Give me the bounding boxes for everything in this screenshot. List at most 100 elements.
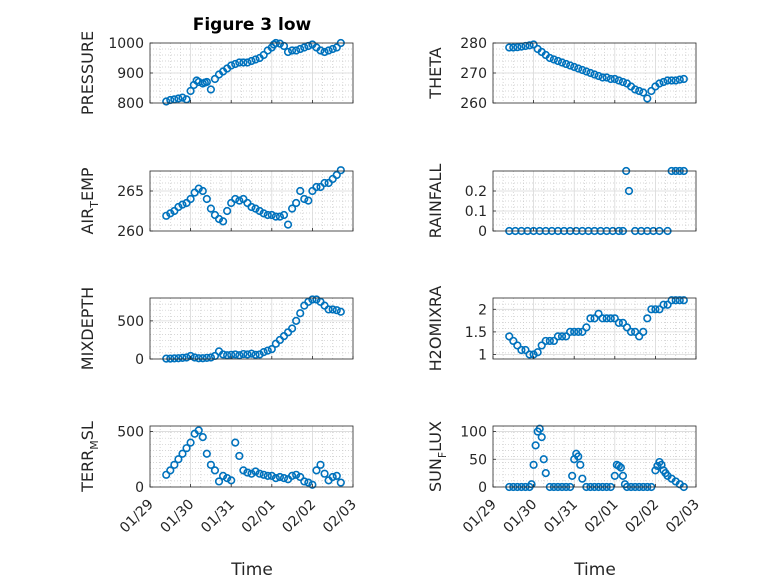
- data-point: [525, 350, 534, 359]
- data-point: [667, 296, 676, 305]
- data-point: [162, 470, 171, 479]
- data-point: [531, 441, 540, 450]
- data-point: [296, 44, 305, 54]
- data-point: [247, 202, 256, 212]
- data-point: [606, 74, 615, 84]
- data-point: [578, 327, 587, 336]
- data-point: [568, 471, 577, 481]
- y-tick-label: 260: [460, 96, 487, 112]
- data-point: [174, 455, 183, 464]
- data-point: [288, 46, 297, 55]
- y-tick-label: 280: [460, 36, 487, 52]
- data-point: [243, 468, 252, 477]
- data-point: [509, 336, 518, 346]
- data-point: [275, 212, 285, 221]
- data-point: [259, 470, 268, 479]
- minor-grid: [150, 298, 353, 359]
- data-point: [239, 466, 248, 475]
- data-point: [647, 86, 656, 96]
- data-point: [194, 426, 203, 435]
- data-point: [231, 350, 240, 359]
- data-point: [178, 353, 187, 362]
- data-point: [606, 314, 615, 323]
- data-point: [328, 305, 337, 314]
- data-point: [505, 43, 514, 52]
- panel-7: 0 500 01/29 01/30 01/31 02/01 02/02 02/03 TERRMS…: [78, 421, 360, 536]
- data-point: [316, 460, 325, 469]
- data-point: [263, 471, 272, 481]
- data-point: [643, 94, 652, 103]
- data-point: [622, 323, 632, 332]
- data-point: [239, 349, 248, 359]
- data-point: [223, 474, 232, 483]
- data-point: [166, 209, 175, 218]
- data-point: [206, 353, 215, 362]
- data-point: [292, 46, 301, 55]
- series-markers: [505, 296, 688, 359]
- data-point: [545, 53, 554, 63]
- data-point: [566, 327, 575, 336]
- panel-2: 260 270 280 THETA: [426, 36, 697, 112]
- x-tick-label: 01/31: [198, 497, 238, 537]
- data-point: [296, 472, 305, 482]
- data-point: [182, 444, 191, 453]
- data-point: [296, 309, 305, 318]
- data-point: [639, 327, 648, 336]
- data-point: [267, 344, 276, 354]
- data-point: [336, 307, 345, 316]
- data-point: [210, 74, 220, 84]
- series-markers: [162, 426, 345, 489]
- data-point: [574, 327, 583, 336]
- y-tick-label: 0: [135, 480, 144, 496]
- minor-grid: [493, 426, 696, 487]
- data-point: [271, 474, 280, 483]
- data-point: [614, 76, 623, 85]
- data-point: [614, 318, 623, 327]
- data-point: [549, 55, 559, 64]
- data-point: [231, 194, 240, 204]
- data-point: [243, 58, 252, 67]
- data-point: [170, 354, 179, 363]
- data-point: [537, 432, 546, 442]
- data-point: [288, 204, 297, 213]
- data-point: [561, 332, 571, 341]
- y-axis-label: THETA: [426, 47, 445, 99]
- data-point: [545, 336, 554, 346]
- data-point: [635, 86, 644, 96]
- data-point: [202, 353, 211, 362]
- data-point: [332, 43, 341, 52]
- data-point: [259, 50, 268, 60]
- data-point: [202, 449, 211, 458]
- x-tick-label: 01/29: [117, 497, 157, 537]
- x-tick-label: 01/30: [501, 497, 541, 537]
- data-point: [659, 300, 668, 309]
- data-point: [239, 58, 248, 67]
- y-tick-label: 265: [117, 184, 144, 200]
- data-point: [576, 460, 585, 469]
- y-tick-label: 0.2: [465, 184, 487, 200]
- data-point: [521, 345, 530, 355]
- data-point: [505, 332, 514, 341]
- data-point: [635, 332, 644, 341]
- major-grid: [493, 171, 696, 231]
- x-tick-label: 02/02: [622, 497, 662, 537]
- data-point: [186, 438, 195, 447]
- data-point: [235, 196, 244, 205]
- data-point: [655, 79, 664, 88]
- x-tick-label: 02/01: [582, 497, 622, 537]
- data-point: [218, 217, 228, 226]
- data-point: [598, 73, 607, 82]
- data-point: [292, 198, 301, 208]
- series-markers: [162, 38, 345, 106]
- data-point: [647, 305, 656, 314]
- data-point: [630, 85, 640, 94]
- y-tick-label: 50: [469, 452, 487, 468]
- data-point: [527, 480, 536, 489]
- data-point: [218, 350, 228, 359]
- data-point: [227, 61, 236, 70]
- data-point: [590, 314, 599, 323]
- data-point: [509, 43, 518, 52]
- data-point: [292, 470, 301, 479]
- data-point: [598, 314, 607, 323]
- y-tick-label: 1.5: [465, 325, 487, 341]
